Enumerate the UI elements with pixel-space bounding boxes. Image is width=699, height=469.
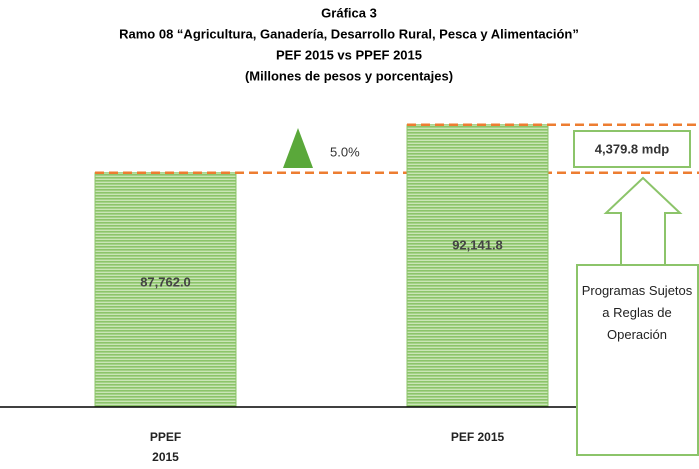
note-text: Programas Sujetos a Reglas de Operación <box>581 283 693 342</box>
chart-subtitle: PEF 2015 vs PPEF 2015 <box>276 47 422 62</box>
bar <box>406 124 549 408</box>
chart-title: Gráfica 3 <box>321 5 377 20</box>
value-label: 87,762.0 <box>140 274 191 289</box>
change-label: 5.0% <box>330 144 360 159</box>
increase-triangle <box>283 128 313 168</box>
difference-label: 4,379.8 mdp <box>595 141 669 156</box>
chart-subtitle: (Millones de pesos y porcentajes) <box>245 68 453 83</box>
x-tick-label: PEF 2015 <box>450 430 505 444</box>
bar <box>94 172 237 408</box>
note-box <box>576 264 699 456</box>
chart-subtitle: Ramo 08 “Agricultura, Ganadería, Desarro… <box>119 26 579 41</box>
arrow <box>603 176 683 266</box>
bars: 87,762.0 92,141.8 <box>94 123 699 408</box>
difference-box <box>573 130 691 168</box>
x-tick-label: PPEF 2015 <box>149 430 182 464</box>
value-label: 92,141.8 <box>452 237 503 252</box>
